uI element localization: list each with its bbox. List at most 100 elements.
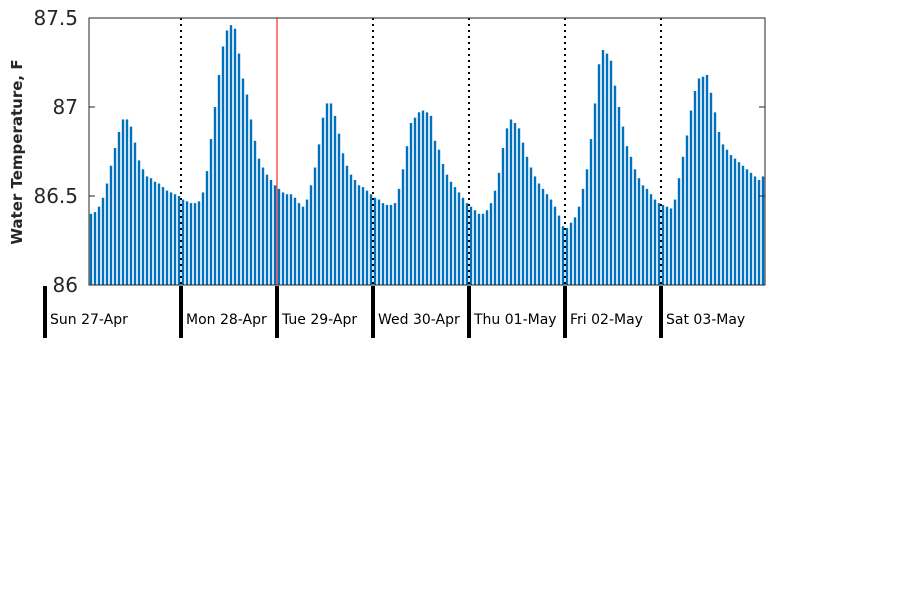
bar-hour-154	[701, 76, 705, 286]
bar-hour-138	[637, 178, 641, 285]
bar-hour-63	[337, 133, 341, 285]
bar-hour-25	[185, 201, 189, 285]
day-label-mon-28-apr: Mon 28-Apr	[186, 312, 267, 328]
bar-hour-130	[605, 53, 609, 285]
day-label-fri-02-may: Fri 02-May	[570, 312, 643, 328]
bar-hour-16	[149, 178, 153, 285]
bar-hour-86	[429, 115, 433, 286]
bar-hour-53	[297, 203, 301, 285]
bar-hour-17	[153, 181, 157, 285]
bar-hour-145	[665, 206, 669, 285]
bar-hour-137	[633, 169, 637, 285]
bar-hour-12	[133, 142, 137, 285]
bar-hour-61	[329, 103, 333, 285]
bar-hour-101	[489, 203, 493, 285]
bar-hour-169	[761, 176, 765, 285]
bar-hour-31	[209, 139, 213, 285]
bar-hour-58	[317, 144, 321, 285]
bar-hour-160	[725, 149, 729, 285]
y-tick-label-87: 87	[53, 95, 78, 119]
bar-hour-90	[445, 174, 449, 285]
bar-hour-96	[469, 206, 473, 285]
bar-hour-159	[721, 144, 725, 285]
bar-hour-168	[757, 179, 761, 285]
bar-hour-38	[237, 53, 241, 285]
bar-hour-69	[361, 187, 365, 285]
bar-hour-8	[117, 131, 121, 285]
bar-hour-42	[253, 140, 257, 285]
bar-hour-40	[245, 94, 249, 285]
bar-hour-121	[569, 222, 573, 285]
bar-hour-30	[205, 171, 209, 285]
bar-hour-134	[621, 126, 625, 285]
bar-hour-155	[705, 74, 709, 286]
bar-hour-74	[381, 203, 385, 285]
day-axis: Sun 27-Apr Mon 28-Apr Tue 29-Apr Wed 30-…	[43, 286, 745, 338]
bar-hour-23	[177, 196, 181, 285]
bar-hour-132	[613, 85, 617, 285]
bar-hour-71	[369, 194, 373, 285]
bar-hour-104	[501, 147, 505, 285]
bar-hour-57	[313, 167, 317, 285]
bar-hour-78	[397, 188, 401, 285]
y-tick-label-86: 86	[53, 273, 78, 297]
bar-hour-109	[521, 142, 525, 285]
bar-hour-118	[557, 215, 561, 285]
bar-hour-89	[441, 163, 445, 285]
bar-hour-105	[505, 128, 509, 285]
bar-hour-165	[745, 169, 749, 285]
bar-hour-55	[305, 199, 309, 285]
bar-hour-158	[717, 131, 721, 285]
bar-hour-34	[221, 46, 225, 286]
bar-hour-62	[333, 115, 337, 286]
bar-hour-33	[217, 74, 221, 286]
y-axis: 86 86.5 87 87.5	[33, 6, 765, 297]
bar-hour-128	[597, 64, 601, 285]
bar-hour-116	[549, 199, 553, 285]
bar-hour-43	[257, 158, 261, 285]
bar-hour-144	[661, 204, 665, 285]
bar-hour-106	[509, 119, 513, 286]
day-label-thu-01-may: Thu 01-May	[473, 312, 557, 328]
bar-hour-5	[105, 183, 109, 285]
bar-hour-22	[173, 194, 177, 285]
bar-hour-76	[389, 204, 393, 285]
bar-hour-66	[349, 174, 353, 285]
bar-hour-59	[321, 117, 325, 286]
bar-hour-2	[93, 212, 97, 285]
bar-hour-85	[425, 112, 429, 285]
bar-hour-46	[269, 179, 273, 285]
bar-hour-37	[233, 28, 237, 286]
bar-hour-153	[697, 78, 701, 286]
bar-hour-97	[473, 210, 477, 285]
bar-hour-108	[517, 128, 521, 285]
bar-hour-102	[493, 190, 497, 285]
y-tick-label-87-5: 87.5	[33, 6, 78, 30]
bar-hour-146	[669, 208, 673, 285]
bar-hour-70	[365, 190, 369, 285]
bar-hour-3	[97, 206, 101, 285]
bar-hour-32	[213, 107, 217, 285]
bar-hour-163	[737, 162, 741, 285]
bar-hour-18	[157, 183, 161, 285]
bar-hour-125	[585, 169, 589, 285]
bar-hour-36	[229, 25, 233, 286]
bar-hour-140	[645, 188, 649, 285]
bar-hour-117	[553, 206, 557, 285]
bar-hour-123	[577, 206, 581, 285]
bar-hour-13	[137, 160, 141, 285]
bar-hour-92	[453, 187, 457, 285]
bar-hour-136	[629, 156, 633, 285]
day-label-tue-29-apr: Tue 29-Apr	[281, 312, 357, 328]
bar-hour-150	[685, 135, 689, 285]
bar-hour-47	[273, 185, 277, 285]
bar-hour-157	[713, 112, 717, 285]
bar-hour-135	[625, 146, 629, 285]
bar-hour-9	[121, 119, 125, 286]
bar-hour-50	[285, 194, 289, 285]
bar-hour-141	[649, 194, 653, 285]
bar-hour-133	[617, 107, 621, 285]
bar-hour-14	[141, 169, 145, 285]
bar-hour-111	[529, 167, 533, 285]
day-label-sat-03-may: Sat 03-May	[666, 312, 745, 328]
